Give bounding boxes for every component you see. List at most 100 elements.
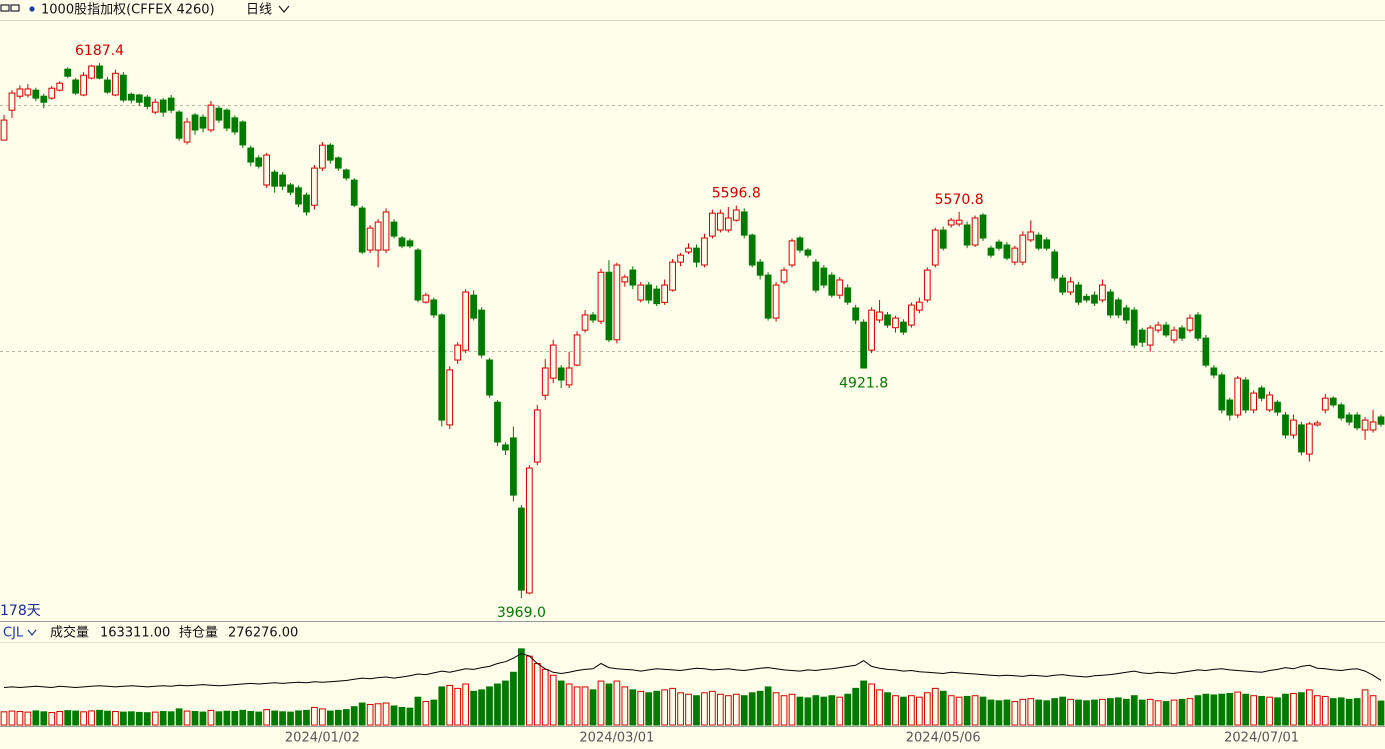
volume-bar [772,692,780,726]
candle-body [183,121,191,143]
candle-body [1146,327,1154,346]
volume-bar [16,711,24,726]
candle-body [947,219,955,226]
volume-panel [0,648,1385,726]
volume-bar [915,696,923,726]
candle-body [390,221,398,237]
volume-bar [748,692,756,726]
volume-bar [1353,698,1361,726]
volume-bar [852,687,860,726]
candle-body [1282,414,1289,436]
candle-body [143,96,151,107]
period-chevron[interactable] [278,5,290,14]
candle-body [1305,423,1313,455]
volume-bar [812,695,820,726]
candle-body [64,68,72,77]
volume-bar [1282,693,1289,726]
candle-body [1083,295,1090,301]
volume-bar [621,686,629,726]
volume-bar [48,712,56,726]
volume-bar [1114,697,1122,726]
volume-bar [398,706,406,726]
link-icon[interactable] [0,4,10,12]
volume-bar [1154,700,1162,726]
candle-body [1369,421,1377,431]
candle-body [1186,317,1194,331]
candle-body [1313,422,1321,426]
volume-bar [1003,699,1011,726]
candle-body [478,309,485,356]
volume-bar [334,709,342,726]
candle-body [796,237,804,251]
candle-body [860,321,867,369]
candle-body [748,234,756,266]
low-label: 4921.8 [839,375,888,391]
indicator-chevron[interactable] [27,629,37,636]
candle-body [350,179,358,206]
volume-bar [96,709,103,726]
candle-body [979,214,987,239]
candle-body [223,109,231,129]
candle-body [8,92,16,111]
volume-bar [557,680,565,726]
candle-body [525,467,533,594]
header: 1000股指加权(CFFEX 4260) 日线 [0,2,290,18]
volume-bar [1298,692,1305,726]
volume-bar [80,711,87,726]
volume-bar [549,674,557,726]
candle-body [868,309,875,351]
candle-body [1337,404,1345,419]
candle-body [40,95,48,103]
candle-body [207,104,215,131]
candle-body [1011,247,1019,263]
volume-bar [143,712,151,726]
volume-bar [56,711,64,726]
candle-body [96,65,103,79]
candle-body [852,307,860,321]
candle-body [366,227,374,251]
candle-body [486,359,493,396]
volume-bar [167,711,175,726]
volume-bar [215,711,223,726]
candle-body [80,74,87,96]
candle-body [414,249,422,301]
candle-body [1242,379,1250,411]
candle-body [549,344,557,379]
volume-bar [1067,698,1074,726]
period-selector[interactable]: 日线 [246,3,272,18]
volume-bar [0,711,8,726]
indicator-selector[interactable]: CJL [3,626,24,641]
candle-body [239,121,247,146]
candle-body [1266,394,1273,411]
candle-body [72,79,80,94]
volume-bar [1242,693,1250,726]
volume-bar [541,668,549,726]
volume-bar [112,711,119,726]
candle-body [1059,277,1066,293]
volume-bar [1194,695,1202,726]
volume-bar [955,696,963,726]
candle-body [1170,329,1178,341]
candle-body [255,157,263,167]
candle-body [685,247,692,253]
status-dot [29,6,35,12]
volume-bar [502,680,509,726]
volume-bar [183,710,191,726]
candle-body [908,304,915,326]
volume-bar [931,687,939,726]
volume-bar [135,711,143,726]
volume-bar [836,696,844,726]
oi-name: 持仓量 [179,626,218,641]
candle-body [581,314,589,331]
candle-body [88,65,95,79]
candle-body [756,261,764,276]
candle-body [1258,387,1265,399]
volume-bar [1146,698,1154,726]
candle-body [1114,299,1122,316]
candle-body [127,93,135,101]
volume-bar [629,689,637,726]
candle-body [931,229,939,266]
high-label: 6187.4 [75,43,124,59]
volume-bar [685,693,692,726]
